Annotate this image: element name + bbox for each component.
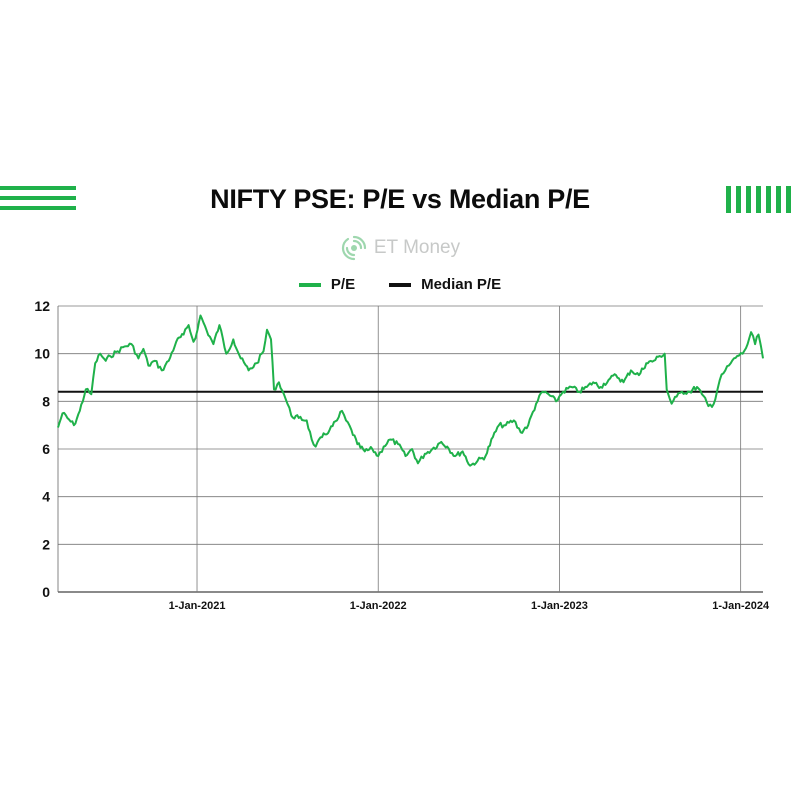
chart-title: NIFTY PSE: P/E vs Median P/E (210, 184, 590, 214)
legend-swatch-pe (298, 282, 321, 287)
brand-name: ET Money (373, 237, 461, 258)
y-tick-label: 6 (42, 441, 50, 457)
y-tick-label: 8 (42, 393, 50, 409)
pe-series-line (57, 314, 764, 467)
x-tick-label: 1-Jan-2023 (531, 600, 588, 612)
y-tick-label: 0 (42, 584, 50, 600)
y-tick-label: 2 (42, 536, 50, 552)
brand-watermark: ET Money (0, 234, 800, 262)
x-tick-label: 1-Jan-2022 (350, 600, 407, 612)
x-tick-label: 1-Jan-2021 (169, 600, 226, 612)
legend-item-median: Median P/E (389, 276, 501, 293)
y-tick-label: 4 (42, 489, 50, 505)
et-money-logo-icon (341, 235, 366, 261)
legend-label-median: Median P/E (421, 276, 502, 293)
y-tick-label: 10 (34, 346, 50, 362)
y-tick-label: 12 (34, 298, 50, 314)
legend-item-pe: P/E (298, 276, 356, 293)
legend-swatch-median (389, 282, 412, 287)
legend-label-pe: P/E (330, 276, 356, 293)
x-tick-label: 1-Jan-2024 (712, 600, 770, 612)
chart-legend: P/E Median P/E (0, 276, 800, 293)
decorative-horizontal-stripes (0, 186, 76, 216)
decorative-vertical-stripes (726, 186, 791, 213)
